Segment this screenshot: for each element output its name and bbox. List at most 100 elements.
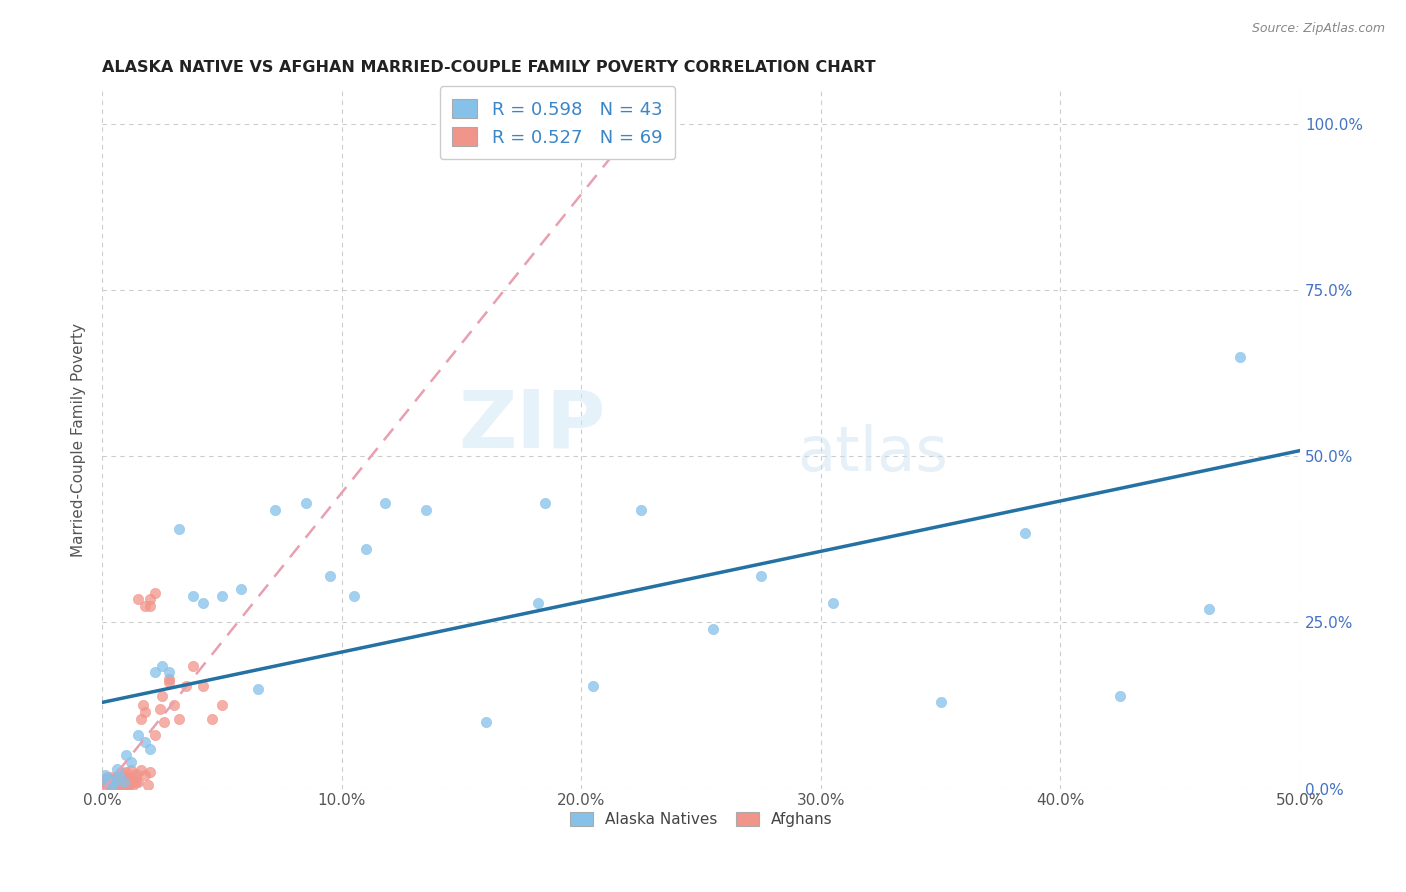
Point bbox=[929, 695, 952, 709]
Point bbox=[105, 775, 128, 789]
Point bbox=[1198, 602, 1220, 616]
Point bbox=[117, 778, 139, 792]
Point bbox=[110, 778, 132, 792]
Point bbox=[157, 675, 180, 690]
Point bbox=[167, 523, 190, 537]
Point bbox=[93, 768, 115, 782]
Point bbox=[157, 665, 180, 680]
Point bbox=[136, 778, 159, 792]
Point bbox=[582, 679, 605, 693]
Point bbox=[112, 770, 135, 784]
Point bbox=[181, 589, 204, 603]
Point bbox=[125, 770, 148, 784]
Point bbox=[110, 764, 132, 779]
Point bbox=[749, 569, 772, 583]
Point bbox=[115, 770, 138, 784]
Point bbox=[139, 599, 162, 613]
Point bbox=[167, 712, 190, 726]
Point bbox=[1109, 689, 1132, 703]
Text: ZIP: ZIP bbox=[458, 387, 606, 465]
Point bbox=[157, 672, 180, 686]
Point bbox=[103, 778, 125, 792]
Point bbox=[630, 502, 652, 516]
Point bbox=[103, 772, 125, 786]
Point bbox=[127, 728, 149, 742]
Point bbox=[150, 689, 173, 703]
Point bbox=[191, 595, 214, 609]
Point bbox=[211, 589, 233, 603]
Point bbox=[101, 778, 124, 792]
Point bbox=[263, 502, 285, 516]
Point bbox=[96, 776, 118, 790]
Point bbox=[112, 775, 135, 789]
Point bbox=[415, 502, 437, 516]
Point bbox=[201, 712, 224, 726]
Point bbox=[98, 775, 121, 789]
Point bbox=[129, 763, 152, 777]
Point bbox=[134, 768, 156, 782]
Point bbox=[105, 762, 128, 776]
Point bbox=[125, 767, 148, 781]
Point bbox=[132, 698, 155, 713]
Point bbox=[108, 778, 131, 792]
Point bbox=[149, 702, 172, 716]
Point bbox=[96, 770, 118, 784]
Point bbox=[110, 770, 132, 784]
Point bbox=[143, 728, 166, 742]
Y-axis label: Married-Couple Family Poverty: Married-Couple Family Poverty bbox=[72, 323, 86, 557]
Point bbox=[108, 768, 131, 782]
Point bbox=[174, 679, 197, 693]
Text: ALASKA NATIVE VS AFGHAN MARRIED-COUPLE FAMILY POVERTY CORRELATION CHART: ALASKA NATIVE VS AFGHAN MARRIED-COUPLE F… bbox=[103, 60, 876, 75]
Point bbox=[120, 763, 142, 777]
Point bbox=[127, 592, 149, 607]
Point bbox=[163, 698, 186, 713]
Point bbox=[98, 772, 121, 786]
Point bbox=[105, 770, 128, 784]
Point bbox=[112, 775, 135, 789]
Point bbox=[534, 496, 557, 510]
Point bbox=[120, 770, 142, 784]
Point bbox=[821, 595, 844, 609]
Point bbox=[98, 778, 121, 792]
Point bbox=[93, 775, 115, 789]
Point bbox=[101, 778, 124, 792]
Point bbox=[134, 705, 156, 719]
Point bbox=[127, 775, 149, 789]
Point bbox=[96, 773, 118, 788]
Point bbox=[122, 773, 145, 788]
Point bbox=[150, 658, 173, 673]
Point bbox=[129, 712, 152, 726]
Point bbox=[108, 776, 131, 790]
Point bbox=[354, 542, 377, 557]
Point bbox=[98, 772, 121, 786]
Point bbox=[181, 658, 204, 673]
Point bbox=[103, 775, 125, 789]
Point bbox=[110, 775, 132, 789]
Point bbox=[1229, 350, 1251, 364]
Point bbox=[143, 665, 166, 680]
Text: Source: ZipAtlas.com: Source: ZipAtlas.com bbox=[1251, 22, 1385, 36]
Point bbox=[115, 748, 138, 763]
Text: atlas: atlas bbox=[797, 424, 948, 483]
Point bbox=[115, 778, 138, 792]
Point bbox=[115, 764, 138, 779]
Point bbox=[134, 599, 156, 613]
Point bbox=[112, 778, 135, 792]
Point bbox=[101, 770, 124, 784]
Point bbox=[117, 773, 139, 788]
Point bbox=[191, 679, 214, 693]
Point bbox=[295, 496, 318, 510]
Point bbox=[139, 592, 162, 607]
Point bbox=[139, 764, 162, 779]
Point bbox=[143, 585, 166, 599]
Point bbox=[153, 715, 176, 730]
Point bbox=[105, 778, 128, 792]
Point bbox=[115, 775, 138, 789]
Point bbox=[125, 775, 148, 789]
Point bbox=[231, 582, 253, 597]
Point bbox=[1014, 525, 1036, 540]
Point bbox=[702, 622, 724, 636]
Point bbox=[319, 569, 342, 583]
Point bbox=[120, 755, 142, 769]
Point bbox=[246, 681, 269, 696]
